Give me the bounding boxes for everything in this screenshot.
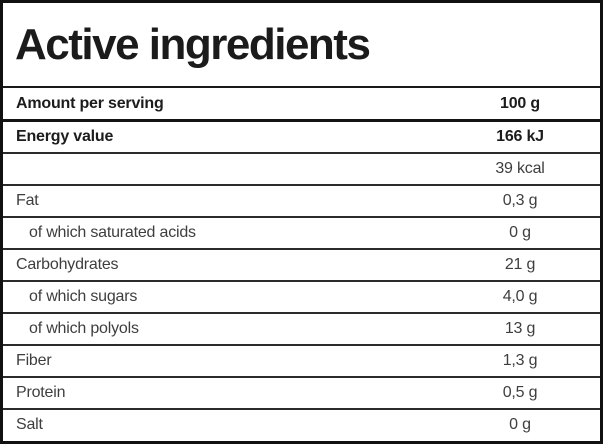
row-value: 0 g xyxy=(509,224,531,241)
table-row: Fiber 1,3 g xyxy=(3,346,600,378)
row-label: Energy value xyxy=(16,128,114,145)
table-row: Amount per serving 100 g xyxy=(3,88,600,122)
row-value: 21 g xyxy=(504,256,536,273)
row-value: 0,3 g xyxy=(502,192,538,209)
row-value: 1,3 g xyxy=(502,352,538,369)
table-body: Amount per serving 100 g Energy value 16… xyxy=(3,88,600,440)
row-value: 4,0 g xyxy=(502,288,538,305)
table-row: of which sugars 4,0 g xyxy=(3,282,600,314)
row-value: 100 g xyxy=(500,94,540,112)
row-value: 0,5 g xyxy=(502,384,538,401)
row-value: 39 kcal xyxy=(495,160,545,177)
row-value: 0 g xyxy=(509,416,531,433)
row-label: Fiber xyxy=(16,352,52,369)
row-value: 13 g xyxy=(504,320,536,337)
row-label: of which sugars xyxy=(29,288,138,305)
row-label: Protein xyxy=(16,384,66,401)
table-row: Protein 0,5 g xyxy=(3,378,600,410)
row-label: Carbohydrates xyxy=(16,256,119,273)
table-row: Energy value 166 kJ xyxy=(3,122,600,154)
table-row: of which saturated acids 0 g xyxy=(3,218,600,250)
row-label: Fat xyxy=(16,192,39,209)
table-row: Carbohydrates 21 g xyxy=(3,250,600,282)
table-title: Active ingredients xyxy=(3,3,600,88)
table-row: 39 kcal xyxy=(3,154,600,186)
row-label: Salt xyxy=(16,416,43,433)
row-label: of which saturated acids xyxy=(29,224,196,241)
table-row: Salt 0 g xyxy=(3,410,600,440)
table-row: Fat 0,3 g xyxy=(3,186,600,218)
row-value: 166 kJ xyxy=(496,128,544,145)
row-label: Amount per serving xyxy=(16,94,164,112)
table-row: of which polyols 13 g xyxy=(3,314,600,346)
row-label: of which polyols xyxy=(29,320,139,337)
